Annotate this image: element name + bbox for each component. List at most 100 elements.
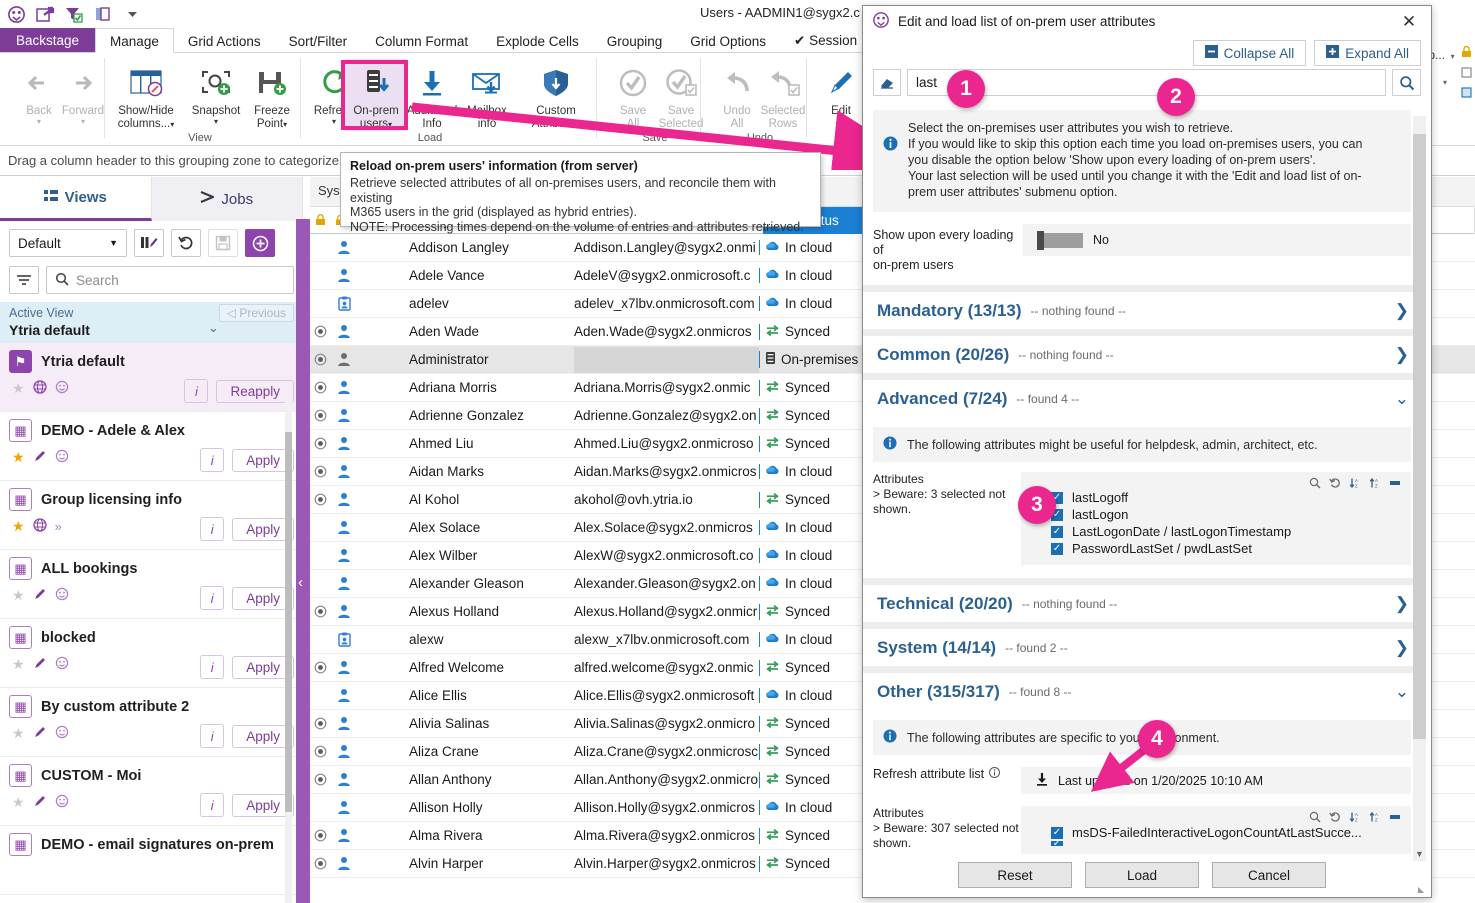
checkbox-checked-icon[interactable]: ✓ — [1051, 542, 1063, 555]
row-select-radio[interactable] — [310, 381, 330, 394]
view-info-button[interactable]: i — [200, 724, 225, 748]
reset-icon[interactable] — [1329, 811, 1341, 826]
checkbox-checked-icon[interactable]: ✓ — [1051, 525, 1063, 538]
views-scrollbar-thumb[interactable] — [285, 432, 292, 812]
search-icon[interactable] — [1392, 69, 1421, 96]
star-icon[interactable]: ★ — [12, 587, 25, 603]
list-item[interactable]: ▦ Group licensing info ★ » i Apply — [0, 481, 303, 550]
ytria-logo-icon[interactable] — [6, 4, 26, 24]
row-select-radio[interactable] — [310, 353, 330, 366]
apply-button[interactable]: Apply — [232, 793, 294, 817]
panel-collapse-rail[interactable]: ‹ — [296, 219, 310, 903]
chevron-down-icon[interactable]: ▾ — [36, 116, 41, 126]
view-info-button[interactable]: i — [184, 379, 209, 403]
forward-button[interactable]: Forward ▾ — [52, 59, 114, 126]
expand-all-button[interactable]: Expand All — [1314, 40, 1421, 66]
chevron-right-icon[interactable]: ❯ — [1394, 593, 1409, 613]
collapse-all-button[interactable]: Collapse All — [1192, 40, 1307, 66]
view-preset-select[interactable]: Default ▼ — [9, 229, 127, 257]
view-info-button[interactable]: i — [200, 517, 225, 541]
dialog-scrollbar-thumb[interactable] — [1413, 134, 1426, 739]
reset-icon[interactable] — [1329, 477, 1341, 492]
checkbox-checked-icon[interactable]: ✓ — [1051, 841, 1063, 846]
search-icon[interactable] — [1309, 811, 1321, 826]
previous-button[interactable]: ◁ Previous — [218, 304, 294, 322]
chevron-down-icon[interactable]: ▾ — [213, 116, 218, 126]
apply-button[interactable]: Apply — [232, 586, 294, 610]
copy-icon[interactable] — [93, 4, 113, 24]
star-icon[interactable]: ★ — [12, 656, 25, 672]
view-info-button[interactable]: i — [200, 655, 225, 679]
row-select-radio[interactable] — [310, 605, 330, 618]
chevron-down-icon[interactable]: ▾ — [331, 116, 336, 126]
row-select-radio[interactable] — [310, 717, 330, 730]
section-common[interactable]: Common (20/26) -- nothing found -- ❯ — [863, 336, 1421, 373]
apply-button[interactable]: Apply — [232, 517, 294, 541]
mailbox-info-button[interactable]: Mailbox info — [456, 59, 518, 130]
attribute-item[interactable]: ✓ lastLogon — [1029, 506, 1403, 523]
more-dropdown-icon[interactable] — [122, 4, 142, 24]
star-icon[interactable]: ★ — [12, 518, 25, 534]
row-select-radio[interactable] — [310, 437, 330, 450]
freeze-point-button[interactable]: Freeze Point▾ — [241, 59, 303, 131]
chevron-down-icon[interactable]: ⌄ — [1394, 681, 1409, 701]
table-row[interactable]: Ahmed Liu Ahmed.Liu@sygx2.onmicroso Synced — [310, 430, 1475, 458]
reset-icon[interactable] — [171, 229, 201, 257]
view-info-button[interactable]: i — [200, 586, 225, 610]
tab-sort-filter[interactable]: Sort/Filter — [288, 33, 348, 49]
minus-icon[interactable] — [1389, 477, 1401, 492]
search-input[interactable]: Search — [46, 266, 294, 294]
chevron-left-icon[interactable]: ‹ — [298, 574, 303, 591]
back-button[interactable]: Back ▾ — [8, 59, 70, 126]
eraser-icon[interactable] — [873, 69, 901, 96]
checkbox-checked-icon[interactable]: ✓ — [1051, 826, 1063, 839]
row-select-radio[interactable] — [310, 661, 330, 674]
list-item[interactable]: ▦ CUSTOM - Moi ★ i Apply — [0, 757, 303, 826]
list-item[interactable]: ▦ blocked ★ i Apply — [0, 619, 303, 688]
resize-grip-icon[interactable]: ◣ — [1418, 885, 1425, 894]
attribute-item[interactable]: ✓ LastLogonDate / lastLogonTimestamp — [1029, 523, 1403, 540]
chevron-right-icon[interactable]: ❯ — [1394, 637, 1409, 657]
list-item[interactable]: ▦ By custom attribute 2 ★ i Apply — [0, 688, 303, 757]
tab-manage[interactable]: Manage — [95, 28, 174, 53]
load-button[interactable]: Load — [1085, 862, 1199, 888]
filter-icon[interactable] — [64, 4, 84, 24]
edit-columns-icon[interactable] — [134, 229, 164, 257]
list-item[interactable]: ▦ DEMO - Adele & Alex ★ i Apply — [0, 412, 303, 481]
row-select-radio[interactable] — [310, 857, 330, 870]
search-icon[interactable] — [1309, 477, 1321, 492]
save-disk-icon[interactable] — [208, 229, 238, 257]
tab-backstage[interactable]: Backstage — [0, 28, 96, 53]
section-technical[interactable]: Technical (20/20) -- nothing found -- ❯ — [863, 585, 1421, 622]
tab-grid-actions[interactable]: Grid Actions — [187, 33, 261, 49]
chevron-expand-icon[interactable]: ⌄ — [207, 320, 219, 335]
tab-explode-cells[interactable]: Explode Cells — [496, 33, 579, 49]
add-circle-icon[interactable] — [245, 229, 275, 257]
chevron-down-icon[interactable]: ▾ — [80, 116, 85, 126]
section-advanced[interactable]: Advanced (7/24) -- found 4 -- ⌄ — [863, 380, 1421, 417]
show-hide-columns-button[interactable]: Show/Hide columns...▾ — [110, 59, 182, 131]
section-system[interactable]: System (14/14) -- found 2 -- ❯ — [863, 629, 1421, 666]
undo-selected-rows-button[interactable]: Selected Rows — [752, 59, 814, 130]
row-select-radio[interactable] — [310, 745, 330, 758]
attribute-item[interactable]: ✓ — [1029, 841, 1403, 846]
chevron-right-icon[interactable]: ❯ — [1394, 300, 1409, 320]
cancel-button[interactable]: Cancel — [1212, 862, 1326, 888]
section-other[interactable]: Other (315/317) -- found 8 -- ⌄ — [863, 673, 1421, 710]
download-icon[interactable] — [1035, 772, 1049, 790]
info-circle-icon[interactable] — [989, 767, 1001, 781]
list-item[interactable]: ⚑ Ytria default ★ i Reapply — [0, 343, 303, 412]
tab-session[interactable]: ✔ Session — [794, 33, 858, 48]
row-select-radio[interactable] — [310, 409, 330, 422]
row-select-radio[interactable] — [310, 773, 330, 786]
filter-lines-icon[interactable] — [9, 266, 39, 294]
save-selected-button[interactable]: Save Selected — [650, 59, 712, 130]
star-icon[interactable]: ★ — [12, 725, 25, 741]
tab-views[interactable]: Views — [0, 177, 152, 221]
reapply-button[interactable]: Reapply — [216, 379, 294, 403]
list-item[interactable]: ▦ ALL bookings ★ i Apply — [0, 550, 303, 619]
